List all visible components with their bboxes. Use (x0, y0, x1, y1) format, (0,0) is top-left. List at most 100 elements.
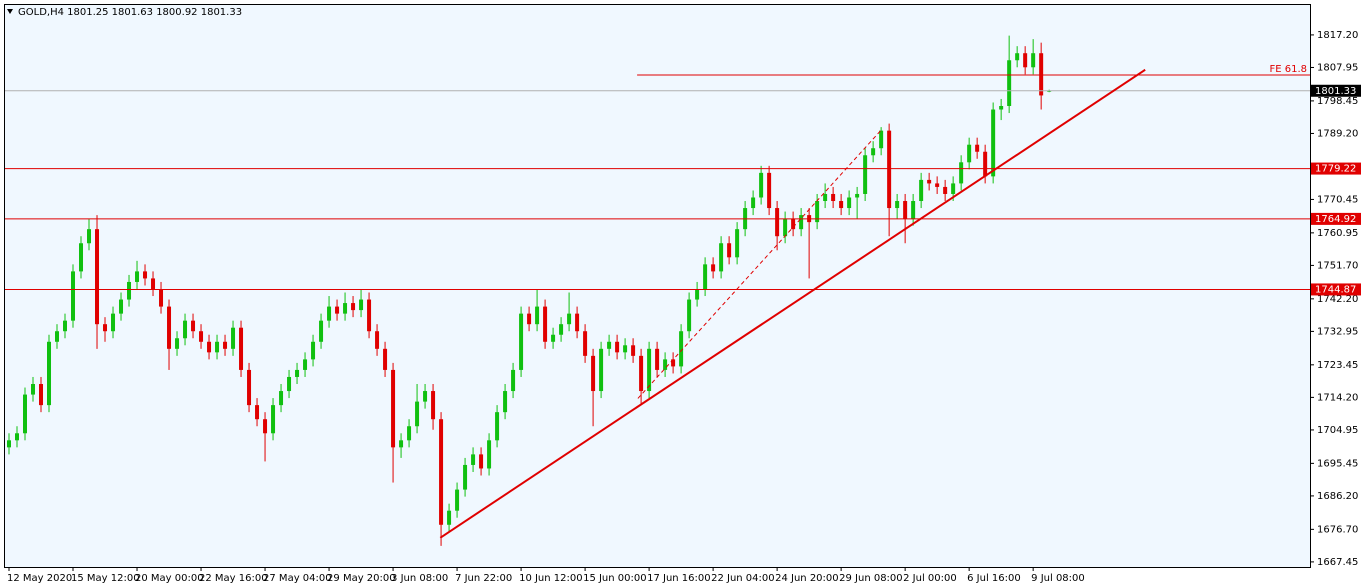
candle-body (143, 271, 148, 279)
candle-body (1031, 53, 1036, 68)
y-tick-label: 1789.20 (1317, 128, 1358, 139)
candle-body (855, 193, 860, 198)
candle-body (551, 334, 556, 342)
candle-body (455, 489, 460, 511)
candle-body (319, 320, 324, 342)
candle-body (663, 359, 668, 370)
candle-body (103, 324, 108, 332)
candle-body (167, 306, 172, 349)
candle-body (183, 320, 188, 339)
candle-body (239, 327, 244, 370)
candle-body (127, 281, 132, 300)
trendline (637, 128, 883, 399)
candle-body (231, 327, 236, 349)
candle-body (31, 384, 36, 395)
candle-body (295, 369, 300, 377)
candle-body (887, 130, 892, 209)
candle-body (303, 359, 308, 370)
candle-body (759, 172, 764, 198)
x-tick-label: 20 May 00:00 (135, 573, 204, 584)
x-tick-label: 29 Jun 08:00 (839, 573, 903, 584)
candle-body (471, 454, 476, 465)
candle-body (247, 369, 252, 406)
candle-body (487, 440, 492, 469)
plot-area (4, 4, 1311, 568)
candle-body (791, 218, 796, 230)
candle-body (919, 179, 924, 202)
y-tick-label: 1686.20 (1317, 491, 1358, 502)
level-label-box (1311, 283, 1361, 296)
level-label-box (1311, 162, 1361, 175)
candle-body (383, 348, 388, 370)
candle-body (255, 405, 260, 420)
candle-body (1039, 53, 1044, 96)
x-tick-label: 12 May 2020 (7, 573, 72, 584)
candle-body (215, 341, 220, 353)
candle-body (567, 313, 572, 325)
x-tick-label: 29 May 20:00 (327, 573, 396, 584)
y-tick-label: 1807.95 (1317, 62, 1358, 73)
candle-body (543, 306, 548, 342)
y-tick-label: 1723.45 (1317, 360, 1358, 371)
candle-body (631, 345, 636, 356)
candle-body (823, 193, 828, 202)
candle-body (911, 201, 916, 219)
candle-body (175, 338, 180, 349)
candle-body (391, 369, 396, 448)
candle-body (799, 215, 804, 230)
candle-body (327, 306, 332, 321)
x-tick-label: 2 Jul 00:00 (903, 573, 957, 584)
candle-body (535, 306, 540, 325)
y-tick-label: 1714.20 (1317, 392, 1358, 403)
candle-body (687, 299, 692, 332)
candle-body (111, 313, 116, 332)
candle-body (647, 348, 652, 392)
candle-body (607, 341, 612, 349)
x-tick-label: 6 Jul 16:00 (967, 573, 1021, 584)
candle-body (831, 193, 836, 202)
candle-body (287, 376, 292, 392)
candle-body (407, 426, 412, 441)
candle-body (367, 299, 372, 332)
candle-body (23, 394, 28, 434)
y-tick-label: 1760.95 (1317, 228, 1358, 239)
candle-body (999, 105, 1004, 110)
chart-title: GOLD,H4 1801.25 1801.63 1800.92 1801.33 (18, 7, 242, 18)
candle-body (1007, 60, 1012, 106)
x-tick-label: 17 Jun 16:00 (647, 573, 711, 584)
candle-body (495, 412, 500, 441)
candle-body (655, 348, 660, 370)
current-price-box (1311, 84, 1361, 97)
candle-body (735, 229, 740, 258)
candle-body (151, 278, 156, 289)
candle-body (95, 229, 100, 325)
candle-body (447, 510, 452, 525)
candle-body (39, 384, 44, 406)
y-tick-label: 1770.45 (1317, 194, 1358, 205)
candle-body (279, 391, 284, 406)
candle-body (575, 313, 580, 332)
candle-body (863, 155, 868, 194)
level-label: 1764.92 (1315, 214, 1356, 225)
candle-body (399, 440, 404, 448)
candle-body (375, 331, 380, 349)
y-tick-label: 1704.95 (1317, 425, 1358, 436)
candle-body (879, 130, 884, 149)
candle-body (871, 148, 876, 156)
x-tick-label: 24 Jun 20:00 (775, 573, 839, 584)
candle-body (623, 345, 628, 353)
x-tick-label: 15 Jun 00:00 (583, 573, 647, 584)
candle-body (527, 313, 532, 325)
menu-triangle (7, 9, 13, 14)
candle-body (47, 341, 52, 406)
candle-body (223, 341, 228, 349)
candle-body (87, 229, 92, 244)
candle-body (695, 288, 700, 300)
candle-body (959, 162, 964, 184)
candle-body (847, 197, 852, 209)
x-tick-label: 7 Jun 22:00 (455, 573, 512, 584)
y-tick-label: 1751.70 (1317, 260, 1358, 271)
candle-body (711, 264, 716, 272)
